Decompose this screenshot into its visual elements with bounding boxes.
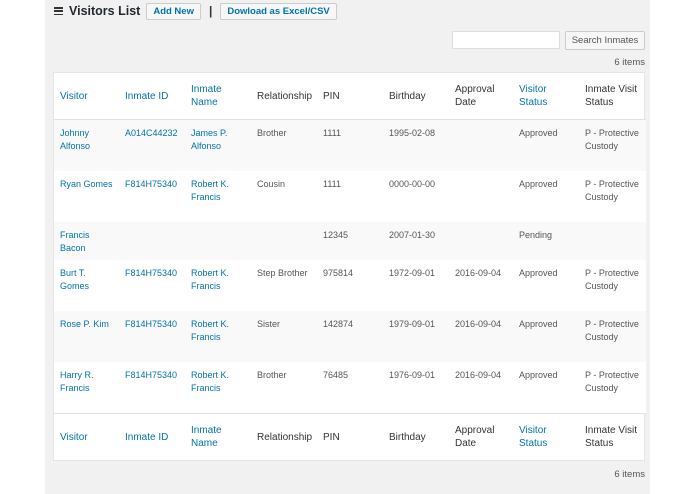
- cell-visitor-status: Approved: [519, 319, 558, 329]
- download-csv-button[interactable]: Dowload as Excel/CSV: [220, 2, 337, 20]
- table-row: Harry R. Francis F814H75340 Robert K. Fran…: [54, 362, 646, 414]
- cell-visit-status: P - Protective Custody: [585, 319, 639, 342]
- cell-approval-date: 2016-09-04: [455, 319, 502, 329]
- cell-inmate-id[interactable]: F814H75340: [125, 179, 178, 189]
- cell-pin: 975814: [323, 268, 354, 278]
- column-header-visitor-status[interactable]: Visitor Status: [513, 73, 579, 120]
- column-header-birthday: Birthday: [383, 73, 449, 120]
- table-row: Burt T. Gomes F814H75340 Robert K. Francis…: [54, 260, 646, 311]
- cell-inmate-name: [185, 222, 251, 260]
- cell-inmate-id[interactable]: F814H75340: [125, 370, 178, 380]
- cell-relationship: Brother: [257, 370, 287, 380]
- cell-visitor-status: Approved: [519, 128, 558, 138]
- cell-visitor-status: Pending: [519, 230, 553, 240]
- cell-visitor[interactable]: Rose P. Kim: [60, 319, 109, 329]
- column-footer-visitor-status[interactable]: Visitor Status: [513, 413, 579, 460]
- cell-birthday: 1979-09-01: [389, 319, 436, 329]
- column-footer-inmate-visit-status: Inmate Visit Status: [579, 413, 646, 460]
- cell-inmate-id[interactable]: F814H75340: [125, 268, 178, 278]
- search-inmates-button[interactable]: Search Inmates: [565, 31, 645, 50]
- cell-relationship: Sister: [257, 319, 281, 329]
- search-input[interactable]: [452, 31, 560, 49]
- cell-visitor[interactable]: Francis Bacon: [60, 230, 90, 253]
- cell-visitor[interactable]: Ryan Gomes: [60, 179, 113, 189]
- cell-relationship: Step Brother: [257, 268, 308, 278]
- page-title: Visitors List: [69, 4, 141, 18]
- admin-panel: Visitors List Add New | Dowload as Excel…: [45, 0, 650, 494]
- cell-visitor[interactable]: Harry R. Francis: [60, 370, 94, 393]
- cell-approval-date: 2016-09-04: [455, 370, 502, 380]
- list-icon: [54, 7, 63, 15]
- column-footer-visitor[interactable]: Visitor: [54, 413, 119, 460]
- cell-birthday: 2007-01-30: [389, 230, 436, 240]
- cell-birthday: 1972-09-01: [389, 268, 436, 278]
- column-header-inmate-name[interactable]: Inmate Name: [185, 73, 251, 120]
- cell-inmate-name[interactable]: Robert K. Francis: [191, 370, 230, 393]
- cell-pin: 1111: [323, 179, 342, 189]
- visitors-table: Visitor Inmate ID Inmate Name Relationship P…: [53, 72, 646, 461]
- separator: |: [208, 4, 213, 18]
- cell-inmate-name[interactable]: James P. Alfonso: [191, 128, 228, 151]
- cell-visitor[interactable]: Johnny Alfonso: [60, 128, 91, 151]
- column-footer-pin: PIN: [317, 413, 383, 460]
- column-footer-approval-date: Approval Date: [449, 413, 513, 460]
- table-row: Ryan Gomes F814H75340 Robert K. Francis Cou…: [54, 171, 646, 222]
- cell-approval-date: [449, 171, 513, 222]
- column-footer-inmate-name[interactable]: Inmate Name: [185, 413, 251, 460]
- cell-inmate-id[interactable]: F814H75340: [125, 319, 178, 329]
- cell-approval-date: [449, 222, 513, 260]
- cell-visit-status: P - Protective Custody: [585, 370, 639, 393]
- column-header-pin: PIN: [317, 73, 383, 120]
- cell-relationship: [251, 222, 317, 260]
- cell-pin: 1111: [323, 128, 342, 138]
- cell-relationship: Brother: [257, 128, 287, 138]
- column-header-inmate-id[interactable]: Inmate ID: [119, 73, 185, 120]
- column-header-approval-date: Approval Date: [449, 73, 513, 120]
- cell-visit-status: P - Protective Custody: [585, 268, 639, 291]
- table-row: Johnny Alfonso A014C44232 James P. Alfonso…: [54, 119, 646, 172]
- cell-inmate-name[interactable]: Robert K. Francis: [191, 179, 230, 202]
- cell-visitor-status: Approved: [519, 179, 558, 189]
- column-footer-inmate-id[interactable]: Inmate ID: [119, 413, 185, 460]
- cell-visitor[interactable]: Burt T. Gomes: [60, 268, 90, 291]
- cell-pin: 12345: [323, 230, 349, 240]
- cell-relationship: Cousin: [257, 179, 286, 189]
- cell-visit-status: P - Protective Custody: [585, 179, 639, 202]
- table-row: Francis Bacon 12345 2007-01-30 Pending: [54, 222, 646, 260]
- items-count-top: 6 items: [614, 57, 645, 68]
- cell-approval-date: [449, 120, 513, 172]
- cell-birthday: 1976-09-01: [389, 370, 436, 380]
- cell-birthday: 1995-02-08: [389, 128, 436, 138]
- column-header-inmate-visit-status: Inmate Visit Status: [579, 73, 646, 120]
- title-row: Visitors List Add New | Dowload as Excel…: [54, 2, 337, 20]
- table-row: Rose P. Kim F814H75340 Robert K. Francis Si…: [54, 311, 646, 362]
- column-header-relationship: Relationship: [251, 73, 317, 120]
- cell-visitor-status: Approved: [519, 268, 558, 278]
- cell-visitor-status: Approved: [519, 370, 558, 380]
- column-footer-relationship: Relationship: [251, 413, 317, 460]
- column-footer-birthday: Birthday: [383, 413, 449, 460]
- items-count-bottom: 6 items: [614, 469, 645, 480]
- cell-inmate-name[interactable]: Robert K. Francis: [191, 268, 230, 291]
- cell-pin: 142874: [323, 319, 354, 329]
- cell-birthday: 0000-00-00: [389, 179, 436, 189]
- table-body: Johnny Alfonso A014C44232 James P. Alfonso…: [54, 119, 646, 414]
- add-new-button[interactable]: Add New: [146, 2, 201, 20]
- cell-inmate-name[interactable]: Robert K. Francis: [191, 319, 230, 342]
- cell-visit-status: [579, 222, 646, 260]
- column-header-visitor[interactable]: Visitor: [54, 73, 119, 120]
- cell-approval-date: 2016-09-04: [455, 268, 502, 278]
- cell-pin: 76485: [323, 370, 349, 380]
- cell-inmate-id[interactable]: A014C44232: [125, 128, 178, 138]
- cell-visit-status: P - Protective Custody: [585, 128, 639, 151]
- table-footer: Visitor Inmate ID Inmate Name Relationship P…: [54, 413, 646, 460]
- table-header: Visitor Inmate ID Inmate Name Relationship P…: [54, 73, 646, 120]
- cell-inmate-id: [119, 222, 185, 260]
